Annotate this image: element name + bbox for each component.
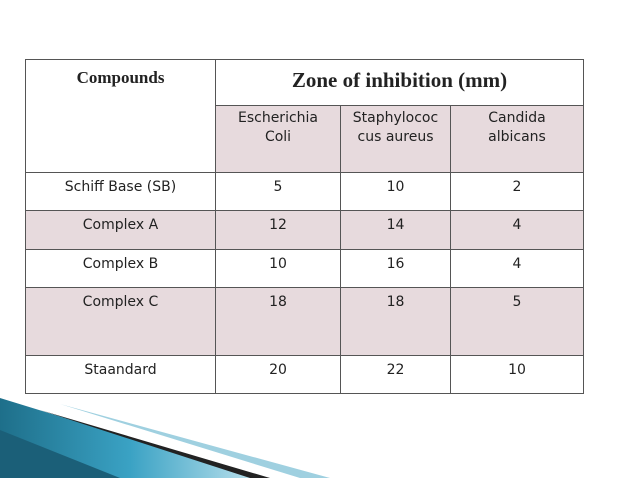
header-cell: Compounds [25,59,216,173]
table-cell: 18 [340,287,451,356]
table-row: Complex B 10 16 4 [25,249,584,288]
table-cell: 4 [450,210,584,250]
header-cell: Zone of inhibition (mm) [215,59,584,106]
header-line: Staphylococ [352,110,439,126]
header-line: Coli [264,129,292,145]
table-cell: Staandard [25,355,216,394]
table-cell: Schiff Base (SB) [25,172,216,211]
table-row: Complex A 12 14 4 [25,210,584,250]
header-line: Candida [488,110,546,126]
table-cell: 2 [450,172,584,211]
table-cell: Complex B [25,249,216,288]
header-cell: Escherichia Coli [215,105,341,173]
table-row: Schiff Base (SB) 5 10 2 [25,172,584,211]
header-line: albicans [488,129,546,145]
table-cell: 5 [215,172,341,211]
table-cell: 22 [340,355,451,394]
header-line: Escherichia [237,110,318,126]
table-row: Complex C 18 18 5 [25,287,584,356]
table-cell: 10 [450,355,584,394]
table-cell: 10 [340,172,451,211]
table-cell: 5 [450,287,584,356]
table-cell: 14 [340,210,451,250]
table-cell: 18 [215,287,341,356]
table-cell: Complex C [25,287,216,356]
table-cell: Complex A [25,210,216,250]
table-cell: 20 [215,355,341,394]
table-cell: 16 [340,249,451,288]
data-table: Compounds Zone of inhibition (mm) Escher… [25,59,584,394]
table-cell: 4 [450,249,584,288]
table-cell: 12 [215,210,341,250]
header-line: cus aureus [357,129,434,145]
table-cell: 10 [215,249,341,288]
header-cell: Staphylococ cus aureus [340,105,451,173]
table-row: Staandard 20 22 10 [25,355,584,394]
header-cell: Candida albicans [450,105,584,173]
